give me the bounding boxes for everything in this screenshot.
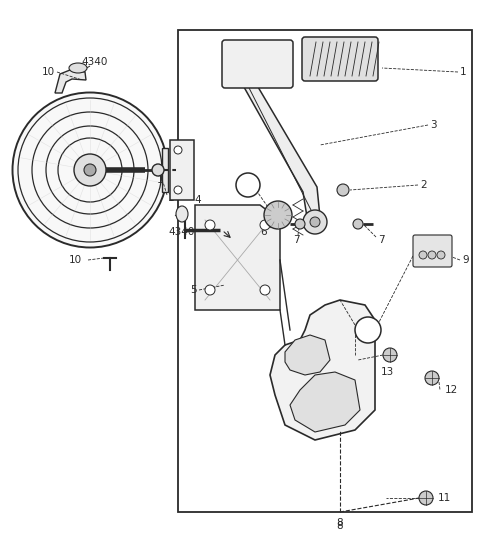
Text: 13: 13 xyxy=(380,367,394,377)
Ellipse shape xyxy=(69,63,87,73)
Text: 6: 6 xyxy=(261,227,267,237)
Circle shape xyxy=(295,219,305,229)
Text: 11: 11 xyxy=(438,493,451,503)
Text: 8: 8 xyxy=(336,518,343,528)
Circle shape xyxy=(425,371,439,385)
Circle shape xyxy=(264,201,292,229)
Text: 7: 7 xyxy=(378,235,384,245)
Circle shape xyxy=(174,146,182,154)
Text: 4340: 4340 xyxy=(169,227,195,237)
Text: 14: 14 xyxy=(157,175,170,185)
Polygon shape xyxy=(195,205,280,310)
Ellipse shape xyxy=(152,164,164,176)
Circle shape xyxy=(419,491,433,505)
Circle shape xyxy=(337,184,349,196)
Polygon shape xyxy=(290,372,360,432)
Ellipse shape xyxy=(12,92,168,247)
Bar xyxy=(178,30,472,512)
Text: 4340: 4340 xyxy=(82,57,108,67)
Text: 1: 1 xyxy=(460,67,467,77)
FancyBboxPatch shape xyxy=(222,40,293,88)
Circle shape xyxy=(303,210,327,234)
Polygon shape xyxy=(285,335,330,375)
Circle shape xyxy=(355,317,381,343)
Circle shape xyxy=(383,348,397,362)
Polygon shape xyxy=(162,148,168,192)
Text: 14: 14 xyxy=(168,193,181,203)
Text: 10: 10 xyxy=(69,255,82,265)
Circle shape xyxy=(353,219,363,229)
Polygon shape xyxy=(270,300,375,440)
Circle shape xyxy=(236,173,260,197)
Circle shape xyxy=(205,285,215,295)
Polygon shape xyxy=(55,70,86,93)
Circle shape xyxy=(84,164,96,176)
Text: 2: 2 xyxy=(420,180,427,190)
Circle shape xyxy=(419,251,427,259)
Polygon shape xyxy=(240,70,320,217)
Text: 9: 9 xyxy=(462,255,468,265)
FancyBboxPatch shape xyxy=(302,37,378,81)
Text: 12: 12 xyxy=(445,385,458,395)
Text: A: A xyxy=(364,325,372,335)
Circle shape xyxy=(260,220,270,230)
Circle shape xyxy=(437,251,445,259)
Text: 10: 10 xyxy=(42,67,55,77)
Circle shape xyxy=(205,220,215,230)
Text: 8: 8 xyxy=(336,521,343,531)
Polygon shape xyxy=(170,140,194,200)
Text: 4: 4 xyxy=(195,195,201,205)
Text: 7: 7 xyxy=(293,235,300,245)
Circle shape xyxy=(74,154,106,186)
Ellipse shape xyxy=(176,206,188,222)
Text: A: A xyxy=(244,180,252,190)
Text: 3: 3 xyxy=(430,120,437,130)
Circle shape xyxy=(260,285,270,295)
Circle shape xyxy=(310,217,320,227)
Circle shape xyxy=(174,186,182,194)
Circle shape xyxy=(428,251,436,259)
Text: 5: 5 xyxy=(191,285,197,295)
FancyBboxPatch shape xyxy=(413,235,452,267)
